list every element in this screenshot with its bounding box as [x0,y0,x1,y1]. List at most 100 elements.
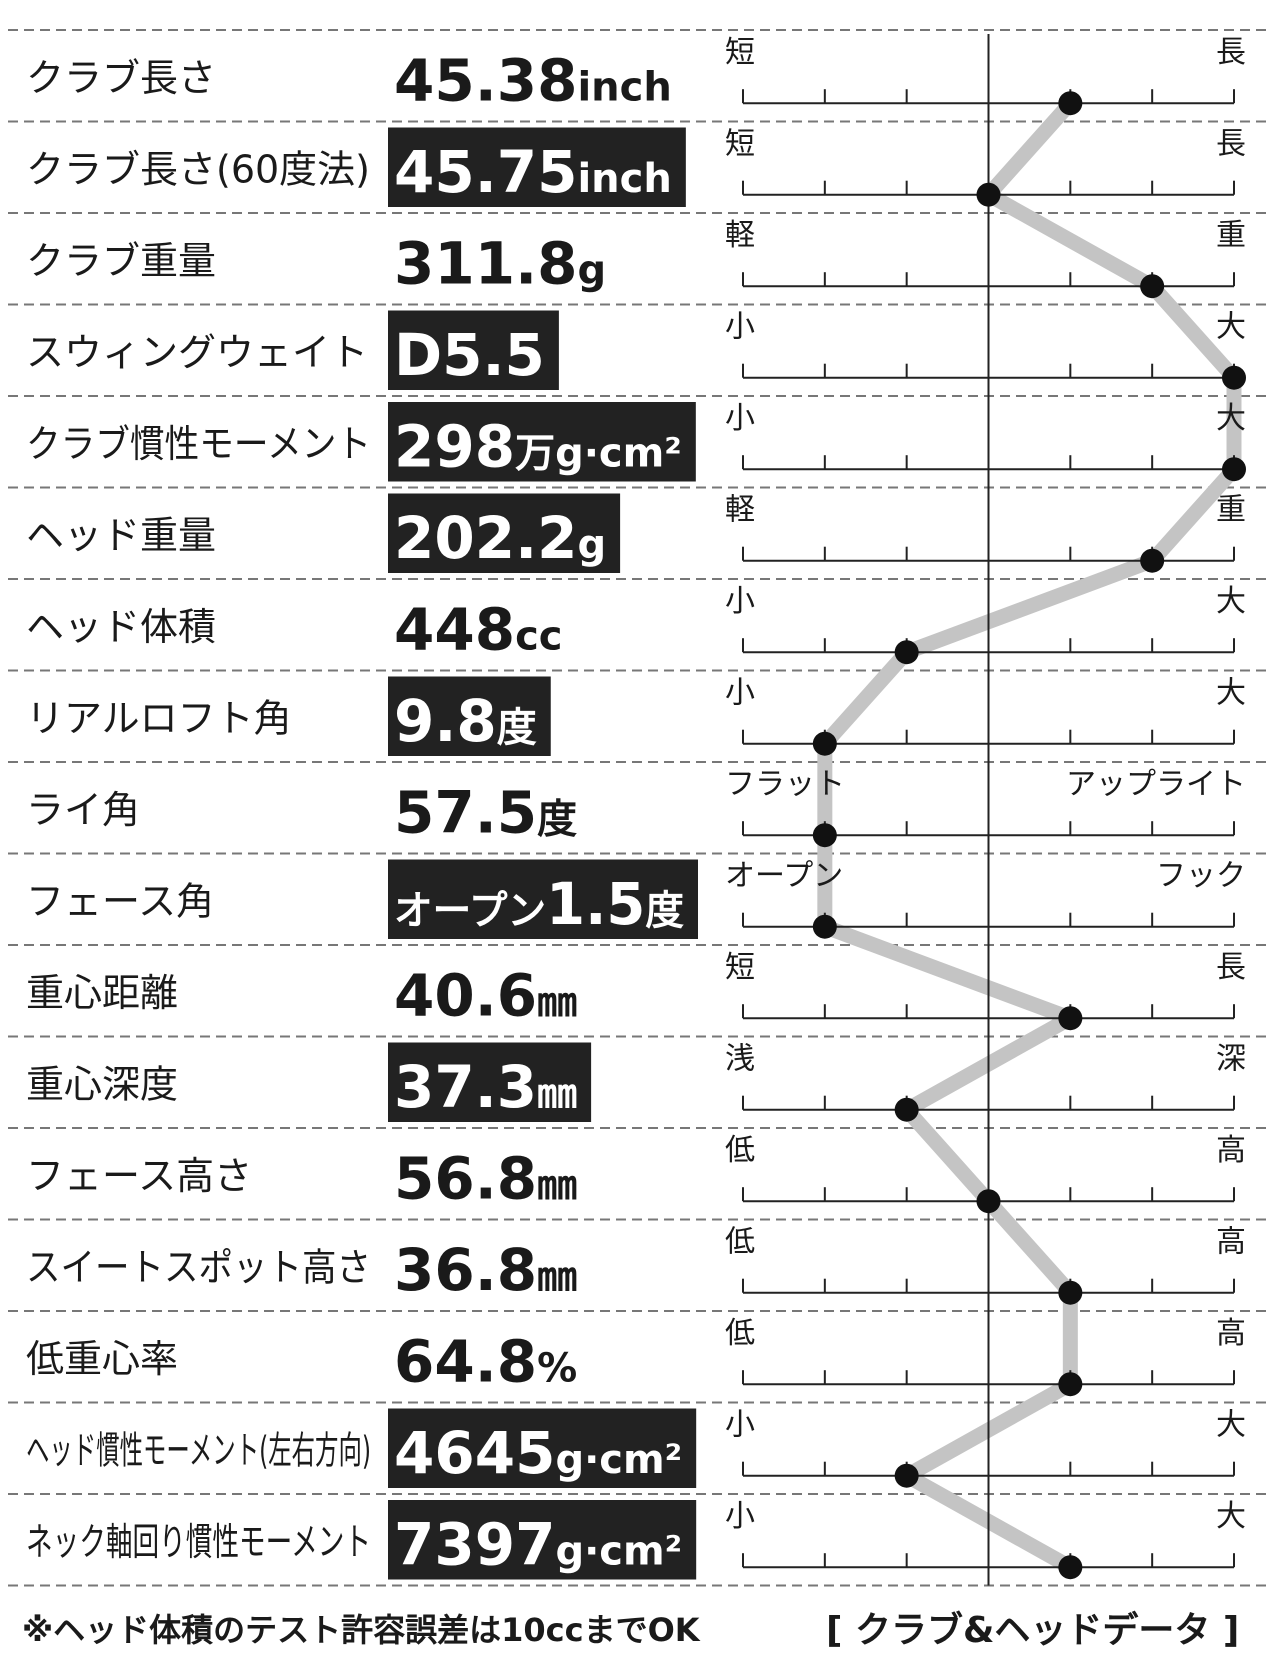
value-unit: % [537,1345,577,1391]
spec-label: フェース角 [26,879,214,923]
scale-left-label: 軽 [725,493,755,528]
value-number: 37.3 [394,1053,537,1121]
scale-right-label: 大 [1216,1408,1246,1443]
scale-left-label: 小 [725,584,755,619]
rating-dot [1058,1006,1083,1031]
value-unit: ㎜ [537,1254,577,1300]
spec-label: 重心距離 [26,971,178,1015]
rating-dot [1140,274,1165,299]
scale-left-label: 浅 [725,1042,755,1077]
value-unit: cc [515,613,562,659]
value-highlight [388,1408,697,1488]
value-number: 298 [394,412,515,480]
spec-label: リアルロフト角 [26,696,292,740]
rating-dot [1058,91,1083,116]
spec-value: 7397g·cm² [394,1510,682,1578]
scale-right-label: 大 [1216,584,1246,619]
scale-right-label: 大 [1216,310,1246,345]
spec-label: ライ角 [26,788,140,832]
value-number: 4645 [394,1419,555,1487]
spec-value: 37.3㎜ [394,1053,577,1121]
spec-value: 36.8㎜ [394,1236,577,1304]
value-unit: ㎜ [537,1162,577,1208]
value-number: 40.6 [394,961,537,1029]
rating-dot [894,640,919,665]
scale-right-label: 深 [1216,1042,1246,1077]
scale-left-label: 短 [725,950,755,985]
rating-dot [812,914,837,939]
spec-label: クラブ慣性モーメント [26,422,371,466]
value-unit: inch [577,64,671,110]
scale-left-label: 軽 [725,218,755,253]
scale-right-label: 重 [1216,493,1246,528]
value-highlight [388,402,696,482]
scale-right-label: 高 [1216,1316,1246,1351]
value-number: 56.8 [394,1144,537,1212]
scale-left-label: 小 [725,401,755,436]
spec-label: スイートスポット高さ [26,1245,371,1289]
value-highlight [388,127,686,207]
value-highlight [388,1042,592,1122]
rating-dot [1058,1555,1083,1580]
rating-dot [976,182,1001,207]
spec-label: ネック軸回り慣性モーメント [26,1520,371,1564]
value-unit: 度 [537,796,577,842]
spec-label: クラブ長さ(60度法) [26,147,370,191]
scale-right-label: 高 [1216,1133,1246,1168]
value-number: 202.2 [394,504,577,572]
spec-value: 45.75inch [394,138,672,206]
spec-value: 448cc [394,595,563,663]
value-highlight [388,1500,697,1580]
spec-value: 57.5度 [394,778,577,846]
value-number: 9.8 [394,687,497,755]
spec-value: 9.8度 [394,687,537,755]
value-unit: ㎜ [537,979,577,1025]
spec-value: 56.8㎜ [394,1144,577,1212]
spec-label: 低重心率 [26,1337,178,1381]
rating-dot [1222,365,1246,390]
value-number: 45.75 [394,138,577,206]
spec-label: ヘッド体積 [26,605,216,649]
spec-value: 40.6㎜ [394,961,577,1029]
spec-value: 45.38inch [394,46,672,114]
value-highlight [388,859,698,939]
spec-value: D5.5 [394,321,545,389]
spec-value: 298万g·cm² [394,412,682,480]
scale-right-label: 大 [1216,401,1246,436]
scale-left-label: 低 [725,1316,755,1351]
spec-label: ヘッド重量 [26,513,216,557]
value-unit: 万g·cm² [515,430,682,476]
spec-label: 重心深度 [26,1062,178,1106]
rating-dot [812,823,837,848]
value-unit: g [577,522,606,568]
scale-left-label: 短 [725,35,755,70]
scale-right-label: 長 [1216,127,1246,162]
value-unit: ㎜ [537,1071,577,1117]
value-number: 36.8 [394,1236,537,1304]
scale-right-label: 長 [1216,35,1246,70]
value-number: 57.5 [394,778,537,846]
value-prefix: オープン [394,888,546,934]
spec-value: オープン1.5度 [394,870,684,938]
scale-left-label: 小 [725,676,755,711]
value-highlight [388,310,559,390]
value-number: 311.8 [394,229,577,297]
spec-label: クラブ重量 [26,239,216,283]
rating-dot [976,1189,1001,1214]
spec-value: 202.2g [394,504,606,572]
scale-left-label: 低 [725,1225,755,1260]
scale-left-label: 低 [725,1133,755,1168]
rating-dot [1140,548,1165,573]
rating-dot [812,731,837,756]
rating-dot [894,1463,919,1488]
scale-left-label: 小 [725,1408,755,1443]
spec-value: 311.8g [394,229,606,297]
value-number: D5.5 [394,321,545,389]
rating-dot [1058,1280,1083,1305]
value-highlight [388,493,621,573]
value-unit: inch [577,156,671,202]
scale-right-label: 長 [1216,950,1246,985]
spec-value: 64.8% [394,1327,577,1395]
scale-right-label: 重 [1216,218,1246,253]
scale-right-label: フック [1156,859,1246,894]
